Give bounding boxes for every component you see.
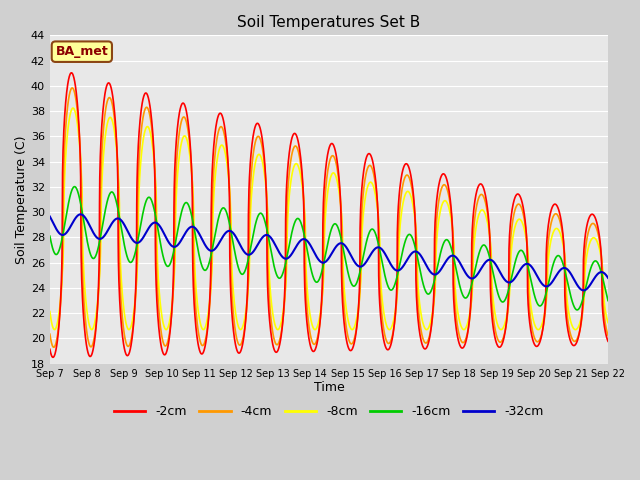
X-axis label: Time: Time: [314, 382, 344, 395]
Text: BA_met: BA_met: [56, 45, 108, 58]
Legend: -2cm, -4cm, -8cm, -16cm, -32cm: -2cm, -4cm, -8cm, -16cm, -32cm: [109, 400, 548, 423]
Y-axis label: Soil Temperature (C): Soil Temperature (C): [15, 135, 28, 264]
Title: Soil Temperatures Set B: Soil Temperatures Set B: [237, 15, 420, 30]
